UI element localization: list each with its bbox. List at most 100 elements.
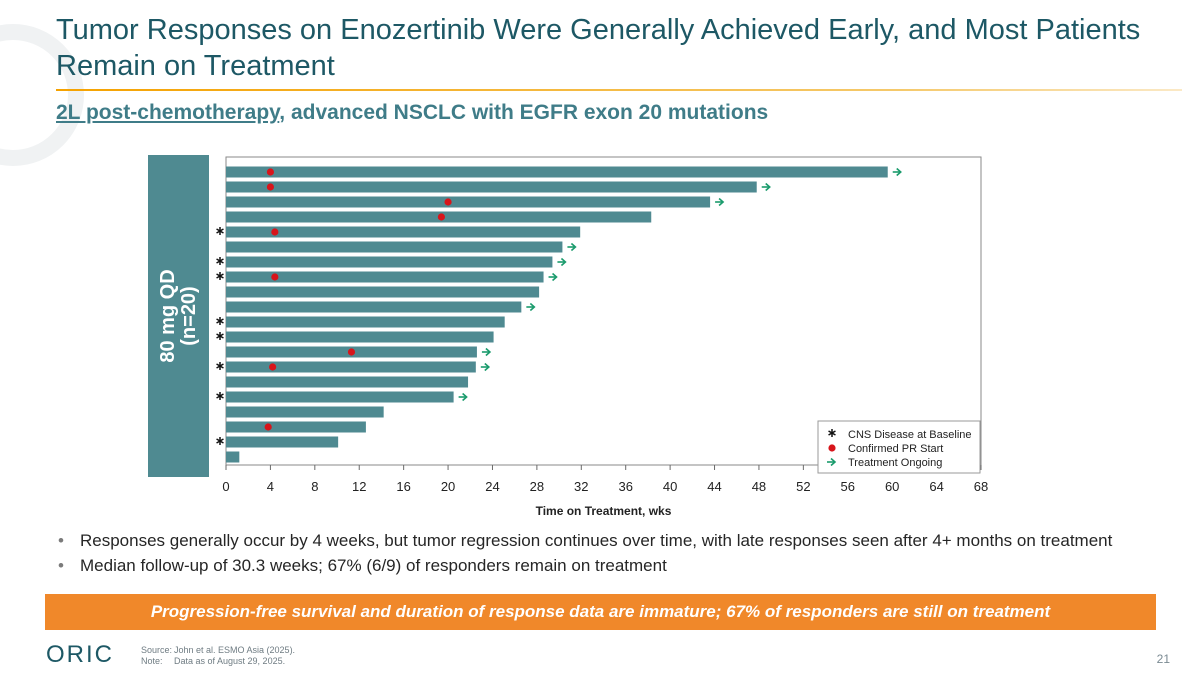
asterisk-stroke [828, 430, 836, 436]
confirmed-pr-marker [271, 273, 279, 281]
arrow-head [462, 392, 468, 402]
patient-row [226, 421, 366, 433]
confirmed-pr-marker [271, 228, 279, 236]
x-tick-label: 8 [311, 479, 318, 494]
duration-bar [226, 421, 366, 433]
cns-asterisk-icon [216, 317, 224, 325]
patient-row [226, 301, 536, 313]
patient-row [226, 451, 240, 463]
x-tick-label: 20 [441, 479, 455, 494]
treatment-ongoing-icon [557, 257, 567, 267]
x-tick-label: 16 [396, 479, 410, 494]
arrow-head [765, 182, 771, 192]
x-tick-label: 52 [796, 479, 810, 494]
duration-bar [226, 286, 540, 298]
patient-row [216, 271, 558, 283]
asterisk-stroke [216, 363, 224, 369]
legend-label: Confirmed PR Start [848, 443, 943, 455]
arrow-head [560, 257, 567, 267]
treatment-ongoing-icon [892, 167, 902, 177]
duration-bar [226, 331, 494, 343]
x-tick-label: 4 [267, 479, 274, 494]
duration-bar [226, 226, 581, 238]
patient-row [216, 391, 468, 403]
key-findings-list: Responses generally occur by 4 weeks, bu… [56, 528, 1112, 578]
patient-row [216, 316, 505, 328]
confirmed-pr-marker [264, 423, 272, 431]
treatment-ongoing-icon [458, 392, 468, 402]
patient-row [216, 331, 494, 343]
duration-bar [226, 166, 888, 178]
legend-label: Treatment Ongoing [848, 457, 942, 469]
duration-bar [226, 451, 240, 463]
cns-asterisk-icon [216, 272, 224, 280]
patient-row [226, 346, 492, 358]
treatment-ongoing-icon [480, 362, 491, 372]
x-axis-label: Time on Treatment, wks [536, 504, 672, 518]
treatment-ongoing-icon [567, 242, 577, 252]
asterisk-stroke [216, 333, 224, 339]
x-tick-label: 60 [885, 479, 899, 494]
source-text: John et al. ESMO Asia (2025). [174, 645, 296, 655]
patient-row [216, 256, 567, 268]
arrow-head [896, 167, 902, 177]
patient-row [226, 406, 384, 418]
slide-subtitle: 2L post-chemotherapy, advanced NSCLC wit… [56, 101, 768, 125]
legend-box [817, 420, 981, 474]
confirmed-pr-marker [437, 213, 445, 221]
x-tick-label: 64 [929, 479, 943, 494]
chart-legend: CNS Disease at Baseline Confirmed PR Star… [817, 420, 981, 474]
cns-asterisk-icon [828, 429, 836, 437]
treatment-ongoing-icon [481, 347, 492, 357]
legend-label: CNS Disease at Baseline [848, 429, 972, 441]
duration-bar [226, 406, 384, 418]
duration-bar [226, 316, 505, 328]
x-tick-label: 44 [707, 479, 721, 494]
x-tick-label: 12 [352, 479, 366, 494]
footnote: Source: John et al. ESMO Asia (2025). Not… [141, 645, 295, 667]
arrow-head [485, 347, 492, 357]
bullet-item: Responses generally occur by 4 weeks, bu… [56, 528, 1112, 553]
patient-row [216, 226, 581, 238]
confirmed-pr-marker [266, 183, 275, 191]
confirmed-pr-marker [266, 168, 275, 176]
treatment-ongoing-icon [548, 272, 558, 282]
arrow-head [484, 362, 491, 372]
subtitle-text: , advanced NSCLC with EGFR exon 20 mutat… [279, 101, 769, 124]
confirmed-pr-marker [347, 348, 356, 356]
arrow-head [570, 242, 577, 252]
source-key: Source: [141, 645, 173, 655]
arrow-head [529, 302, 536, 312]
bullet-item: Median follow-up of 30.3 weeks; 67% (6/9… [56, 553, 1112, 578]
patient-row [226, 211, 652, 223]
confirmed-pr-legend-icon [828, 444, 836, 452]
duration-bar [226, 436, 339, 448]
patient-row [216, 361, 491, 373]
title-divider [56, 89, 1182, 91]
x-tick-label: 28 [530, 479, 544, 494]
patient-row [226, 166, 902, 178]
subtitle-link[interactable]: 2L post-chemotherapy [56, 101, 280, 124]
logo-text: ORIC [46, 641, 114, 666]
cns-asterisk-icon [216, 332, 224, 340]
asterisk-stroke [216, 228, 224, 234]
cns-asterisk-icon [216, 227, 224, 235]
duration-bar [226, 391, 454, 403]
x-tick-label: 68 [974, 479, 988, 494]
note-key: Note: [141, 656, 163, 666]
patient-row [226, 241, 577, 253]
asterisk-stroke [216, 258, 224, 264]
arrow-head [830, 457, 837, 467]
treatment-ongoing-icon [827, 457, 837, 467]
page-number: 21 [1156, 652, 1170, 666]
x-tick-label: 48 [752, 479, 766, 494]
x-tick-label: 0 [222, 479, 229, 494]
cns-asterisk-icon [216, 257, 224, 265]
x-tick-label: 32 [574, 479, 588, 494]
x-tick-label: 56 [841, 479, 855, 494]
treatment-ongoing-icon [715, 197, 725, 207]
duration-bar [226, 376, 469, 388]
confirmed-pr-marker [444, 198, 452, 206]
patient-row [226, 181, 771, 193]
asterisk-stroke [216, 273, 224, 279]
